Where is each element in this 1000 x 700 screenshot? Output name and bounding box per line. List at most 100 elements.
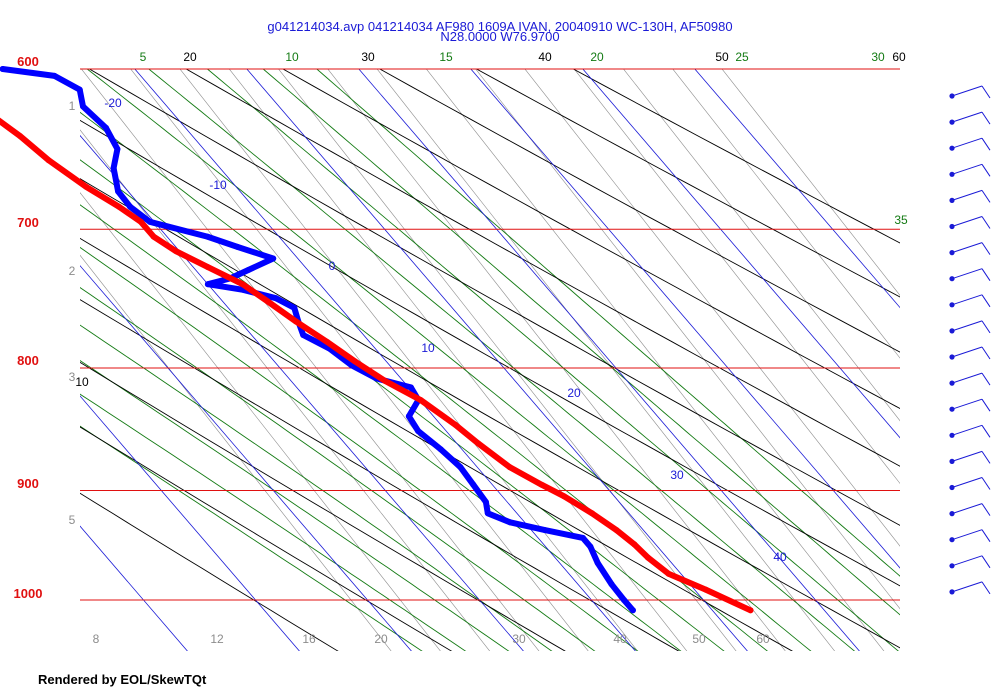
temperature-line-point [506, 464, 513, 471]
wind-barb-flag [981, 294, 991, 308]
temperature-line-point [645, 554, 651, 561]
mixing-ratio-line [80, 129, 491, 651]
isotherm-label: -10 [209, 178, 227, 192]
wind-barb [949, 346, 991, 360]
mixing-ratio-line [130, 69, 589, 651]
isotherm-line [80, 265, 412, 651]
wind-barb-shaft [951, 581, 983, 593]
dry-adiabat-line [475, 69, 900, 298]
dry-adiabat-line [185, 69, 900, 467]
altitude-label: 5 [69, 513, 76, 527]
moist-adiabat-label: 25 [735, 50, 749, 64]
temperature-line-point [382, 378, 389, 384]
mixing-ratio-line [475, 69, 900, 610]
dry-adiabat-label: 20 [183, 50, 197, 64]
wind-barb-flag [981, 346, 991, 360]
wind-barb-flag [981, 242, 991, 255]
wind-barb-station [949, 563, 955, 569]
wind-barb [949, 137, 991, 151]
temperature-line-point [150, 233, 157, 240]
dewpoint-line-point [457, 464, 464, 471]
altitude-label: 1 [69, 99, 76, 113]
mixing-ratio-label: 8 [93, 632, 100, 646]
wind-barb-flag [981, 216, 991, 229]
wind-barb-shaft [951, 529, 983, 541]
wind-barb-flag [981, 581, 991, 595]
dewpoint-line-point [204, 233, 211, 240]
temperature-line-point [452, 421, 459, 428]
dewpoint-line-point [0, 66, 6, 72]
moist-adiabat-label: 15 [439, 50, 453, 64]
moist-adiabat-line [80, 393, 467, 651]
render-credit: Rendered by EOL/SkewTQt [38, 672, 207, 687]
isotherm-line [80, 395, 300, 651]
temperature-line-point [204, 264, 211, 271]
dry-adiabat-line [378, 69, 900, 353]
axis-labels: 600 700 800 900 1000 -20 -10 0 10 20 30 40 20 30 40 50 6… [14, 50, 908, 646]
wind-barb-flag [981, 529, 991, 542]
wind-barb-shaft [951, 555, 983, 567]
dewpoint-line-point [348, 362, 355, 369]
mixing-ratio-line [80, 254, 392, 651]
temperature-line-point [137, 218, 144, 225]
mixing-ratio-line [524, 69, 900, 547]
moist-adiabat-line [262, 69, 900, 616]
isotherm-line [582, 69, 900, 439]
moist-adiabat-label: 35 [894, 213, 908, 227]
moist-adiabat-line [86, 69, 812, 651]
dry-adiabat-line [80, 492, 339, 651]
isobars [80, 68, 900, 601]
moist-adiabat-line [80, 246, 639, 651]
wind-barb-flag [981, 451, 991, 464]
wind-barb-shaft [951, 450, 983, 462]
isotherm-line [246, 69, 748, 651]
wind-barb-shaft [951, 111, 983, 123]
isobar-label: 1000 [14, 586, 43, 601]
wind-barb-shaft [951, 320, 983, 332]
temperature-line-point [417, 397, 424, 403]
temperature-line-point [665, 570, 672, 577]
moist-adiabat-label: 20 [590, 50, 604, 64]
dewpoint-line-point [110, 165, 117, 172]
dewpoint-line-point [629, 607, 636, 614]
wind-barb-shaft [951, 189, 983, 201]
wind-barb [949, 111, 991, 125]
temperature-line-point [83, 183, 90, 190]
wind-barb-flag [981, 320, 991, 334]
wind-barb-shaft [951, 372, 983, 384]
temperature-line-point [631, 541, 638, 548]
wind-barb-shaft [951, 477, 983, 488]
temperature-line-point [293, 318, 299, 325]
mixing-ratio-label: 50 [692, 632, 706, 646]
mixing-ratio-line [573, 69, 900, 484]
wind-barbs [949, 85, 991, 595]
dewpoint-line-point [608, 581, 615, 588]
isobar-label: 900 [17, 476, 39, 491]
mixing-ratio-label: 12 [210, 632, 224, 646]
wind-barb-flag [981, 137, 991, 151]
isotherm-line [80, 525, 188, 651]
wind-barb-flag [981, 190, 991, 203]
wind-barb-shaft [951, 85, 983, 97]
wind-barb-flag [981, 503, 991, 516]
isobar-label: 800 [17, 353, 39, 368]
wind-barb-shaft [951, 163, 983, 175]
dewpoint-line-point [51, 72, 58, 79]
wind-barb-flag [981, 398, 991, 412]
mixing-ratio-line [425, 69, 885, 651]
altitude-label: 2 [69, 264, 76, 278]
isotherm-line [358, 69, 860, 651]
moist-adiabat-line [80, 360, 510, 651]
wind-barb [949, 268, 991, 282]
temperature-trace [0, 117, 754, 614]
temperature-line-point [538, 481, 545, 488]
dewpoint-line-point [80, 103, 86, 110]
mixing-ratio-line [327, 69, 786, 651]
dewpoint-line-point [594, 560, 601, 566]
mixing-ratio-line [623, 69, 900, 422]
dewpoint-line-point [484, 510, 491, 517]
dewpoint-line-point [407, 384, 414, 391]
mixing-ratio-line [80, 192, 441, 651]
moist-adiabat-label: 10 [285, 50, 299, 64]
chart-title: g041214034.avp 041214034 AF980 1609A IVA… [267, 19, 733, 34]
